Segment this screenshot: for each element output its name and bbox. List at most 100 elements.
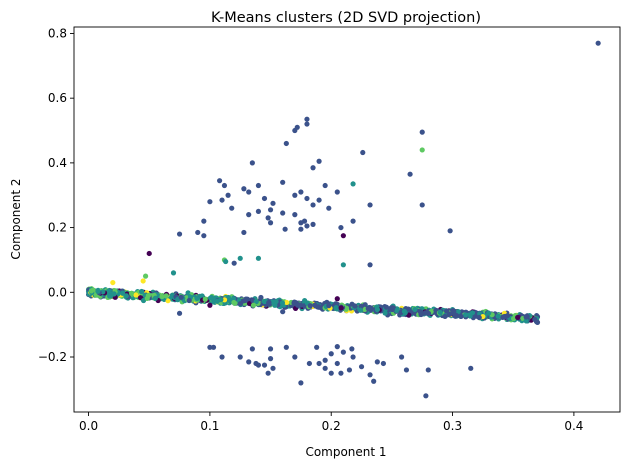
scatter-point xyxy=(462,312,469,318)
scatter-point xyxy=(178,294,184,300)
scatter-point xyxy=(316,158,322,164)
scatter-point xyxy=(350,354,356,360)
x-axis-ticks: 0.0 0.1 0.2 0.3 0.4 xyxy=(79,412,583,433)
scatter-point xyxy=(423,393,429,399)
scatter-point xyxy=(368,306,374,312)
scatter-point xyxy=(265,215,271,221)
scatter-point xyxy=(261,195,268,202)
scatter-point xyxy=(255,208,262,215)
scatter-point xyxy=(405,306,411,312)
scatter-point xyxy=(367,372,373,378)
scatter-point xyxy=(250,302,257,308)
scatter-point xyxy=(442,313,448,320)
scatter-point xyxy=(304,116,310,122)
scatter-point xyxy=(255,182,262,189)
scatter-point xyxy=(240,298,247,304)
scatter-point xyxy=(298,220,304,226)
y-axis-label: Component 2 xyxy=(9,178,23,259)
scatter-point xyxy=(316,197,322,203)
scatter-point xyxy=(95,288,101,294)
scatter-point xyxy=(165,298,171,304)
scatter-point xyxy=(267,346,274,352)
chart-title: K-Means clusters (2D SVD projection) xyxy=(211,10,481,26)
scatter-point xyxy=(322,182,328,189)
scatter-point xyxy=(267,207,274,213)
scatter-point xyxy=(221,182,228,189)
scatter-point xyxy=(422,310,428,316)
scatter-point xyxy=(218,296,224,303)
scatter-point xyxy=(227,297,233,304)
scatter-points xyxy=(85,40,601,399)
scatter-point xyxy=(279,300,286,306)
scatter-point xyxy=(534,319,541,325)
scatter-point xyxy=(314,344,320,350)
scatter-point xyxy=(374,306,381,313)
scatter-point xyxy=(267,356,274,362)
scatter-point xyxy=(349,346,355,352)
y-tick-label: 0.0 xyxy=(48,285,67,299)
scatter-point xyxy=(334,344,340,350)
scatter-point xyxy=(283,140,289,147)
scatter-point xyxy=(523,318,529,324)
y-tick-label: 0.8 xyxy=(48,26,67,40)
scatter-point xyxy=(282,226,288,232)
scatter-point xyxy=(280,179,286,185)
scatter-point xyxy=(258,294,264,301)
scatter-point xyxy=(367,262,373,268)
scatter-point xyxy=(340,233,346,239)
scatter-point xyxy=(360,149,366,156)
scatter-point xyxy=(322,357,328,363)
scatter-point xyxy=(223,258,229,265)
scatter-point xyxy=(292,192,298,198)
scatter-point xyxy=(511,316,517,322)
x-tick-label: 0.1 xyxy=(200,419,219,433)
scatter-point xyxy=(338,370,344,376)
scatter-point xyxy=(419,147,425,153)
scatter-point xyxy=(310,202,316,208)
scatter-point xyxy=(380,360,386,367)
scatter-point xyxy=(194,295,200,301)
scatter-point xyxy=(246,189,252,195)
scatter-point xyxy=(123,293,129,299)
scatter-point xyxy=(399,354,405,360)
scatter-point xyxy=(217,178,223,184)
scatter-point xyxy=(298,189,304,195)
scatter-point xyxy=(476,314,482,321)
scatter-point xyxy=(401,308,408,315)
scatter-point xyxy=(142,273,149,279)
scatter-point xyxy=(110,279,116,286)
scatter-point xyxy=(261,362,268,368)
scatter-point xyxy=(412,306,418,313)
scatter-point xyxy=(394,307,400,314)
scatter-point xyxy=(270,365,276,371)
scatter-point xyxy=(107,293,113,299)
scatter-point xyxy=(403,367,410,373)
scatter-point xyxy=(111,291,117,297)
scatter-point xyxy=(292,354,298,360)
x-tick-label: 0.2 xyxy=(322,419,341,433)
scatter-point xyxy=(302,298,308,304)
scatter-point xyxy=(417,309,424,315)
x-tick-label: 0.3 xyxy=(443,419,462,433)
scatter-point xyxy=(338,305,344,311)
scatter-point xyxy=(199,293,205,299)
scatter-point xyxy=(201,233,207,239)
scatter-point xyxy=(267,220,274,226)
scatter-point xyxy=(334,296,340,302)
scatter-point xyxy=(340,349,346,355)
scatter-point xyxy=(237,354,243,360)
scatter-point xyxy=(449,310,456,316)
scatter-point xyxy=(219,197,225,203)
scatter-point xyxy=(207,302,213,308)
scatter-point xyxy=(294,124,300,130)
scatter-point xyxy=(237,255,243,261)
scatter-point xyxy=(310,165,316,171)
scatter-point xyxy=(139,288,145,295)
scatter-point xyxy=(382,310,388,316)
scatter-point xyxy=(176,231,183,237)
scatter-point xyxy=(186,297,192,304)
scatter-point xyxy=(383,304,390,310)
scatter-point xyxy=(437,309,443,316)
scatter-point xyxy=(316,360,322,367)
scatter-point xyxy=(231,299,237,306)
